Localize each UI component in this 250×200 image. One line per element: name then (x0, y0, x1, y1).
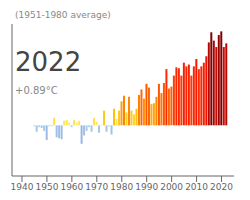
svg-text:1970: 1970 (85, 182, 108, 192)
html-text:(1951-1980 average): (1951-1980 average) (15, 10, 111, 20)
svg-text:1940: 1940 (11, 182, 34, 192)
svg-text:2010: 2010 (185, 182, 208, 192)
svg-text:2000: 2000 (160, 182, 183, 192)
svg-text:2020: 2020 (210, 182, 233, 192)
svg-text:1950: 1950 (35, 182, 58, 192)
svg-text:1980: 1980 (110, 182, 133, 192)
svg-text:1990: 1990 (135, 182, 158, 192)
html-text:2022: 2022 (15, 47, 82, 78)
html-text:+0.89°C: +0.89°C (15, 84, 58, 96)
svg-text:1960: 1960 (60, 182, 83, 192)
